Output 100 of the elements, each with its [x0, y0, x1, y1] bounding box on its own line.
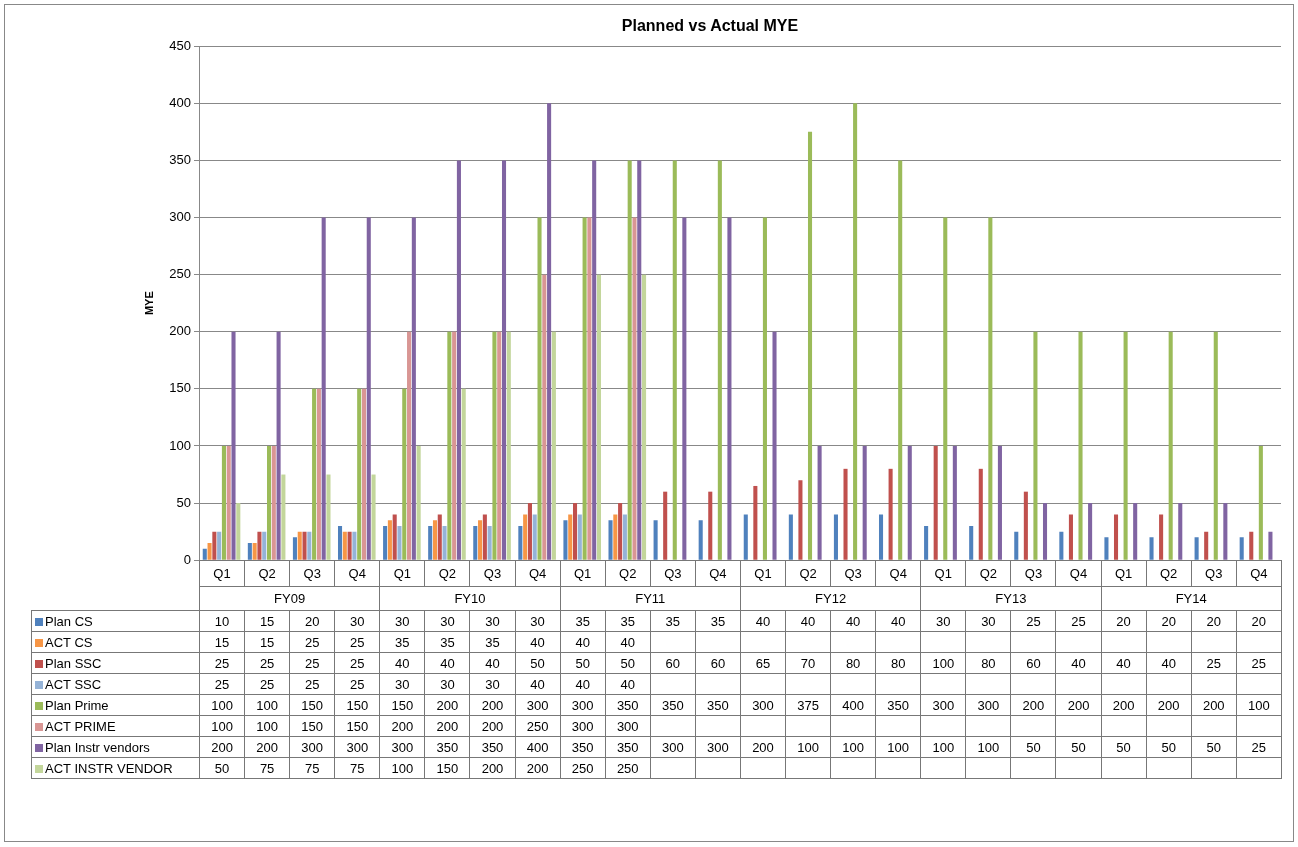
data-label: 200 [1010, 694, 1056, 716]
legend-label: ACT CS [31, 631, 200, 653]
data-label: 70 [785, 652, 831, 674]
data-label: 40 [605, 631, 651, 653]
data-label: 40 [830, 610, 876, 632]
data-label: 15 [199, 631, 245, 653]
data-label: 50 [605, 652, 651, 674]
x-tick-label: Q2 [244, 560, 290, 587]
data-label: 25 [289, 673, 335, 695]
data-label: 40 [560, 673, 606, 695]
data-label: 20 [289, 610, 335, 632]
data-label: 400 [515, 736, 561, 758]
data-label: 25 [334, 673, 380, 695]
data-label: 25 [1055, 610, 1102, 632]
data-label: 35 [650, 610, 696, 632]
x-tick-label: Q4 [515, 560, 561, 587]
data-label: 300 [334, 736, 380, 758]
data-label: 300 [515, 694, 561, 716]
data-label: 25 [289, 631, 335, 653]
data-label: 25 [1010, 610, 1056, 632]
data-label: 35 [695, 610, 741, 632]
data-label: 250 [560, 757, 606, 779]
text: FY11 [560, 586, 741, 611]
data-label: 20 [1236, 610, 1282, 632]
data-label: 150 [334, 715, 380, 737]
data-label: 50 [1101, 736, 1147, 758]
data-label: 80 [830, 652, 876, 674]
data-label: 25 [199, 652, 245, 674]
data-label: 20 [1146, 610, 1192, 632]
data-label: 30 [424, 673, 470, 695]
data-label: 40 [424, 652, 470, 674]
data-label: 350 [605, 736, 651, 758]
data-label: 100 [379, 757, 425, 779]
data-label: 25 [1236, 652, 1282, 674]
data-label: 200 [199, 736, 245, 758]
data-label: 30 [424, 610, 470, 632]
data-label: 100 [199, 694, 245, 716]
data-label: 15 [244, 631, 290, 653]
x-tick-label: Q3 [1010, 560, 1056, 587]
data-label: 35 [424, 631, 470, 653]
x-tick-label: Q1 [1101, 560, 1147, 587]
data-label: 40 [560, 631, 606, 653]
data-label: 50 [1191, 736, 1237, 758]
data-label: 50 [515, 652, 561, 674]
data-label: 60 [695, 652, 741, 674]
x-tick-label: Q2 [785, 560, 831, 587]
data-label: 80 [875, 652, 921, 674]
data-label: 50 [1055, 736, 1102, 758]
text: FY10 [379, 586, 561, 611]
data-label: 50 [560, 652, 606, 674]
x-tick-label: Q4 [334, 560, 380, 587]
data-label: 10 [199, 610, 245, 632]
data-label: 150 [379, 694, 425, 716]
x-tick-label: Q3 [830, 560, 876, 587]
data-label: 100 [830, 736, 876, 758]
data-label: 150 [424, 757, 470, 779]
data-label: 300 [920, 694, 966, 716]
data-label: 30 [920, 610, 966, 632]
y-tick-label: 400 [169, 94, 191, 110]
data-label: 100 [1236, 694, 1282, 716]
data-label: 25 [244, 652, 290, 674]
data-label: 60 [1010, 652, 1056, 674]
y-tick-label: 250 [169, 266, 191, 282]
data-label: 40 [1146, 652, 1192, 674]
data-label: 15 [244, 610, 290, 632]
data-label: 100 [785, 736, 831, 758]
data-label: 40 [785, 610, 831, 632]
y-tick-label: 50 [176, 494, 191, 510]
legend-label: Plan Prime [31, 694, 200, 716]
legend-label: ACT SSC [31, 673, 200, 695]
data-label: 350 [695, 694, 741, 716]
data-label: 200 [1101, 694, 1147, 716]
y-tick-label: 100 [169, 437, 191, 453]
data-label: 75 [244, 757, 290, 779]
data-label: 40 [1101, 652, 1147, 674]
data-label: 350 [469, 736, 516, 758]
data-label: 100 [875, 736, 921, 758]
x-tick-label: Q2 [424, 560, 470, 587]
data-label: 40 [605, 673, 651, 695]
x-tick-label: Q1 [740, 560, 786, 587]
data-label: 400 [830, 694, 876, 716]
data-label: 200 [1191, 694, 1237, 716]
data-label: 75 [289, 757, 335, 779]
data-label: 200 [244, 736, 290, 758]
data-label: 200 [424, 715, 470, 737]
data-label: 50 [199, 757, 245, 779]
data-label: 200 [469, 757, 516, 779]
x-tick-label: Q4 [1055, 560, 1102, 587]
x-tick-label: Q2 [965, 560, 1011, 587]
data-label: 65 [740, 652, 786, 674]
x-tick-label: Q1 [199, 560, 245, 587]
legend-label: Plan CS [31, 610, 200, 632]
y-tick-label: 150 [169, 380, 191, 396]
data-label: 80 [965, 652, 1011, 674]
y-tick-label: 0 [183, 551, 191, 567]
data-label: 35 [469, 631, 516, 653]
y-tick-label: 300 [169, 209, 191, 225]
data-label: 30 [469, 673, 516, 695]
data-label: 40 [469, 652, 516, 674]
x-tick-label: Q3 [289, 560, 335, 587]
